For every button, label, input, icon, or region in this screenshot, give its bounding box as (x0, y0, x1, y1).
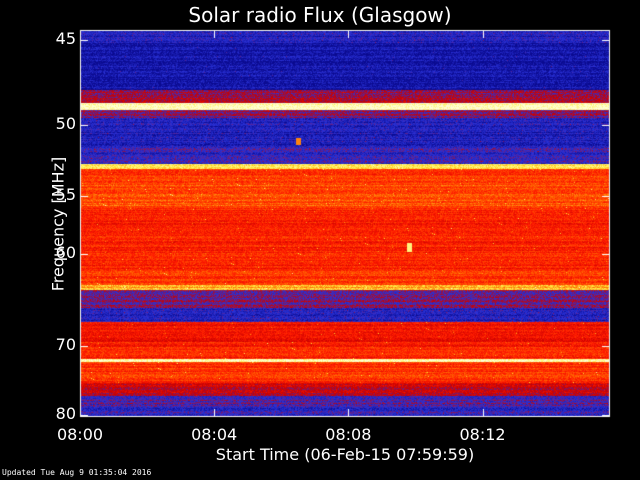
x-tick-label: 08:12 (459, 425, 506, 444)
x-tick-label: 08:08 (325, 425, 372, 444)
x-axis-label: Start Time (06-Feb-15 07:59:59) (215, 445, 475, 464)
y-tick-label: 80 (55, 404, 76, 424)
y-axis-label: Frequency [MHz] (48, 156, 68, 292)
x-tick-label: 08:00 (56, 425, 104, 444)
y-tick-label: 50 (55, 114, 76, 134)
y-tick-label: 70 (55, 335, 76, 355)
y-tick-label: 55 (55, 184, 76, 204)
x-tick-label: 08:04 (191, 425, 238, 444)
chart-title: Solar radio Flux (Glasgow) (188, 3, 452, 27)
y-tick-label: 45 (55, 28, 76, 48)
updated-timestamp: Updated Tue Aug 9 01:35:04 2016 (2, 468, 152, 477)
y-tick-label: 60 (55, 243, 76, 263)
